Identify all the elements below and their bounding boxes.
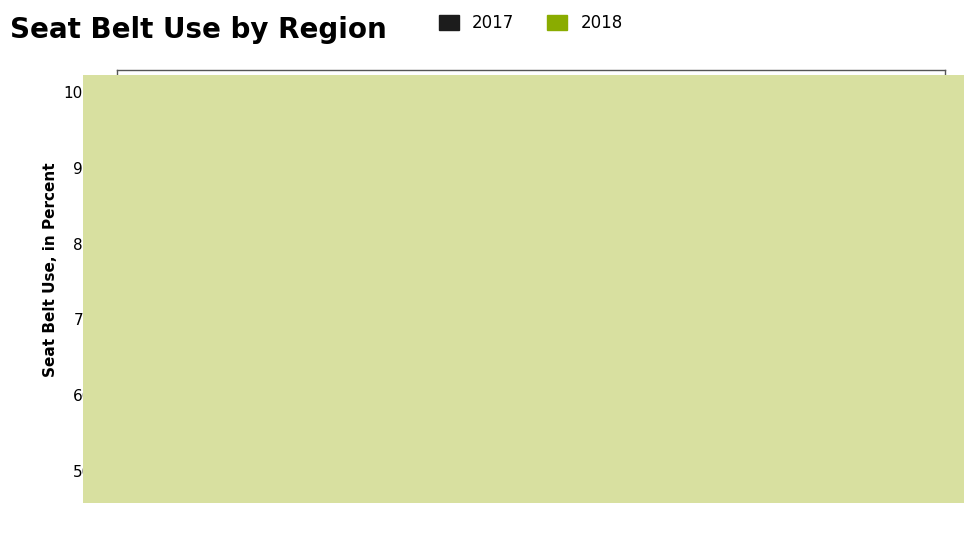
Text: 87.1%: 87.1% [244,174,293,188]
Bar [155,194,231,535]
Bar [355,179,431,535]
Legend: 2017, 2018: 2017, 2018 [431,6,631,40]
Bar [555,177,631,535]
Bar [831,148,907,535]
Bar [231,190,307,535]
Bar [755,134,831,535]
Bar [631,172,707,535]
Text: 86.5%: 86.5% [169,179,217,193]
Bar [431,175,506,535]
Text: 92.7%: 92.7% [845,132,893,146]
Text: 88.6%: 88.6% [368,163,417,177]
Text: 89.5%: 89.5% [645,156,693,170]
Text: Seat Belt Use by Region: Seat Belt Use by Region [10,16,387,44]
Text: 88.9%: 88.9% [569,160,618,174]
Text: 94.5%: 94.5% [768,118,817,132]
Y-axis label: Seat Belt Use, in Percent: Seat Belt Use, in Percent [43,163,58,378]
Text: 89.1%: 89.1% [444,159,493,173]
